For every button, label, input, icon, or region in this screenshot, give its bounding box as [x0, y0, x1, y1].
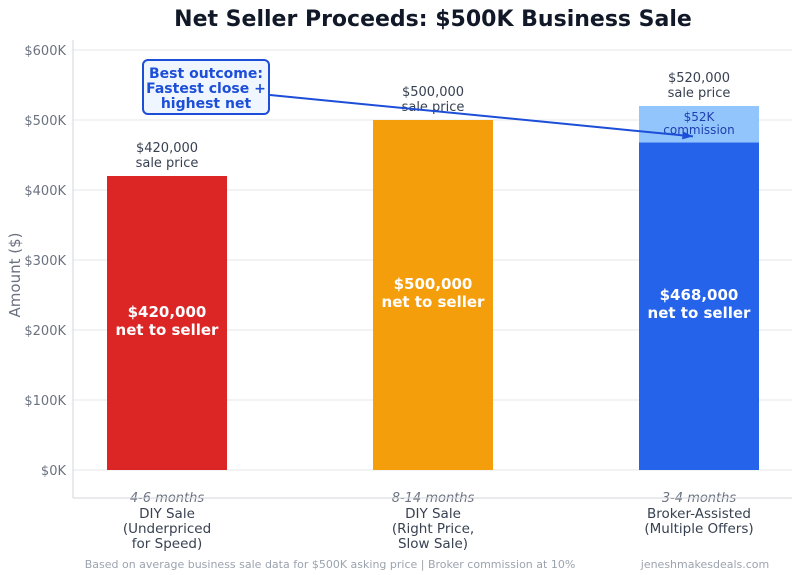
net-bar [639, 142, 759, 470]
sale-price-label: $520,000 [668, 71, 730, 86]
arrow-head-icon [682, 131, 693, 140]
y-tick-label: $300K [24, 254, 66, 269]
annotation-box [142, 59, 270, 115]
sale-price-label: $420,000 [136, 141, 198, 156]
chart-title: Net Seller Proceeds: $500K Business Sale [174, 7, 692, 32]
net-value-label: $468,000 [660, 286, 739, 304]
y-axis-label: Amount ($) [6, 233, 24, 318]
annotation-arrow [269, 94, 694, 138]
sale-price-label: sale price [136, 156, 199, 171]
net-value-label: net to seller [648, 304, 752, 322]
x-tick-label: Broker-Assisted [647, 506, 751, 522]
net-value-label: $500,000 [394, 275, 473, 293]
y-tick-label: $600K [24, 44, 66, 59]
x-tick-label: (Underpriced [123, 521, 211, 537]
y-tick-label: $400K [24, 184, 66, 199]
footer-credit: jeneshmakesdeals.com [640, 558, 769, 571]
x-tick-label: for Speed) [132, 536, 202, 552]
annotation-text: Fastest close + [146, 81, 266, 97]
annotation-text: highest net [161, 96, 252, 112]
y-tick-label: $100K [24, 394, 66, 409]
x-tick-label: Slow Sale) [398, 536, 468, 552]
sale-price-label: sale price [668, 86, 731, 101]
net-value-label: net to seller [116, 321, 220, 339]
commission-label: commission [663, 123, 734, 137]
commission-label: $52K [684, 110, 716, 124]
net-value-label: net to seller [382, 293, 486, 311]
footer-note: Based on average business sale data for … [85, 558, 576, 571]
net-value-label: $420,000 [128, 303, 207, 321]
x-tick-label: DIY Sale [139, 506, 195, 522]
y-tick-label: $0K [41, 464, 67, 479]
net-bar [107, 176, 227, 470]
x-tick-label: (Right Price, [392, 521, 474, 537]
y-tick-label: $200K [24, 324, 66, 339]
x-tick-label: DIY Sale [405, 506, 461, 522]
y-tick-label: $500K [24, 114, 66, 129]
net-bar [373, 120, 493, 470]
sale-price-label: sale price [402, 100, 465, 115]
commission-bar [639, 106, 759, 143]
x-tick-label: (Multiple Offers) [644, 521, 753, 537]
annotation-text: Best outcome: [149, 66, 263, 82]
sale-price-label: $500,000 [402, 85, 464, 100]
